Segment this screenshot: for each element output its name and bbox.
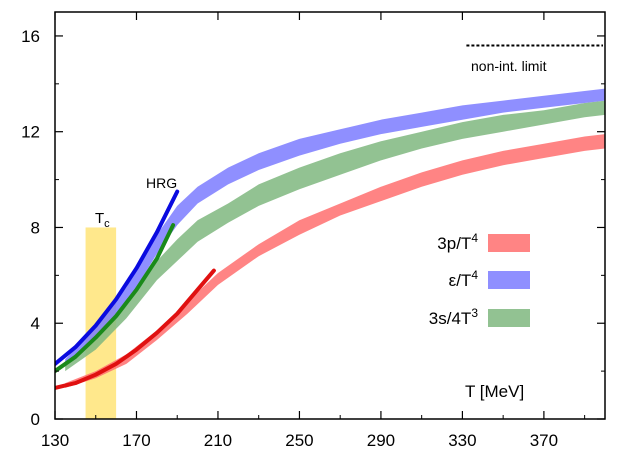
x-tick-label-5: 330 xyxy=(448,431,476,450)
hrg-label: HRG xyxy=(146,175,177,191)
y-tick-label-2: 8 xyxy=(31,218,40,237)
legend-swatch-0 xyxy=(488,234,530,252)
legend-label-base-2: 3s/4T xyxy=(429,309,472,328)
legend-label-1: ε/T4 xyxy=(449,268,479,290)
legend-swatch-1 xyxy=(488,271,530,289)
y-tick-label-1: 4 xyxy=(31,314,40,333)
tc-label-sub: c xyxy=(104,218,110,230)
plot-frame xyxy=(54,11,606,420)
tc-label-base: T xyxy=(95,210,104,227)
hrg-curve-1 xyxy=(55,223,176,374)
hrg-curve-2 xyxy=(55,189,180,366)
x-tick-label-2: 210 xyxy=(204,431,232,450)
tc-label: Tc xyxy=(95,210,110,230)
x-tick-label-1: 170 xyxy=(122,431,150,450)
x-axis-label: T [MeV] xyxy=(465,382,524,401)
legend-label-2: 3s/4T3 xyxy=(429,306,479,328)
legend-label-0: 3p/T4 xyxy=(437,231,478,253)
y-tick-label-3: 12 xyxy=(21,123,40,142)
x-tick-label-0: 130 xyxy=(41,431,69,450)
legend-label-sup-1: 4 xyxy=(471,268,478,282)
legend-label-sup-0: 4 xyxy=(471,231,478,245)
hrg-curve-0 xyxy=(55,268,216,390)
legend-label-sup-2: 3 xyxy=(471,306,478,320)
x-tick-label-3: 250 xyxy=(285,431,313,450)
non-int-limit-label: non-int. limit xyxy=(471,58,547,74)
y-tick-label-0: 0 xyxy=(31,410,40,429)
legend-label-base-0: 3p/T xyxy=(437,234,471,253)
x-tick-label-4: 290 xyxy=(367,431,395,450)
y-tick-label-4: 16 xyxy=(21,27,40,46)
axes-ticks: 130 170 210 250 290 330 370 0 4 8 12 16 xyxy=(21,12,605,450)
x-tick-label-6: 370 xyxy=(530,431,558,450)
hrg-curves-layer xyxy=(55,189,216,390)
legend-swatch-2 xyxy=(488,309,530,327)
legend-label-base-1: ε/T xyxy=(449,271,472,290)
